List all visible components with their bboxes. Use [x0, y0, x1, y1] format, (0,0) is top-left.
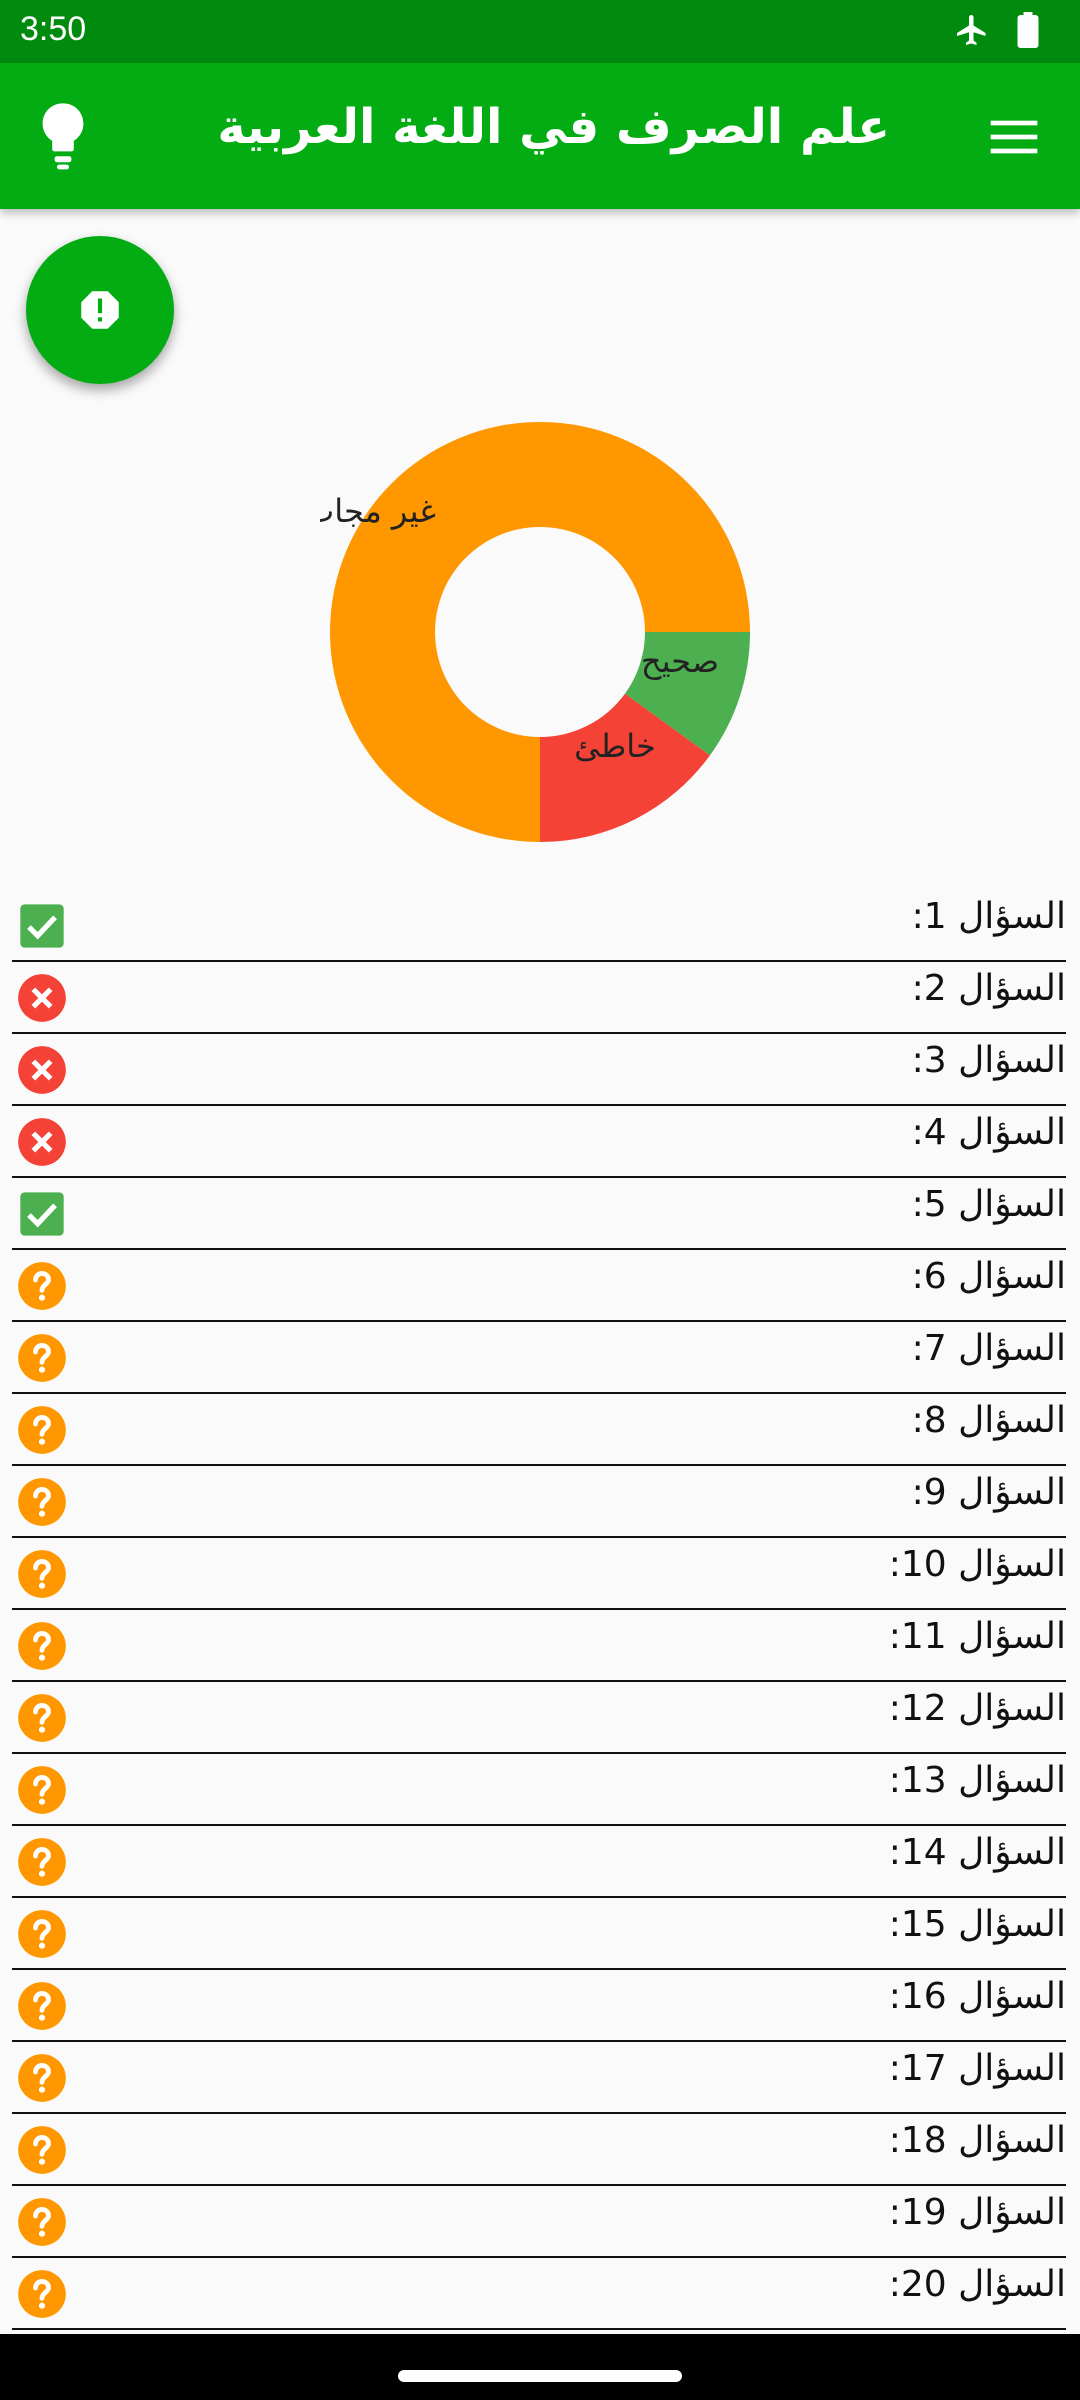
donut-slice	[540, 693, 710, 842]
question-label: السؤال 17:	[888, 2048, 1066, 2089]
question-row[interactable]: السؤال 9:	[12, 1466, 1066, 1538]
check-box-icon	[16, 1188, 68, 1240]
question-row[interactable]: السؤال 7:	[12, 1322, 1066, 1394]
question-row[interactable]: السؤال 4:	[12, 1106, 1066, 1178]
question-row[interactable]: السؤال 12:	[12, 1682, 1066, 1754]
question-row[interactable]: السؤال 3:	[12, 1034, 1066, 1106]
question-label: السؤال 10:	[888, 1544, 1066, 1585]
question-label: السؤال 2:	[911, 968, 1066, 1009]
navigation-bar	[0, 2334, 1080, 2400]
question-label: السؤال 3:	[911, 1040, 1066, 1081]
question-label: السؤال 20:	[888, 2264, 1066, 2305]
airplane-mode-icon	[957, 15, 986, 45]
home-gesture-handle[interactable]	[398, 2370, 682, 2382]
question-row[interactable]: السؤال 8:	[12, 1394, 1066, 1466]
question-row[interactable]: السؤال 2:	[12, 962, 1066, 1034]
help-icon	[16, 1476, 68, 1528]
question-row[interactable]: السؤال 16:	[12, 1970, 1066, 2042]
question-label: السؤال 15:	[888, 1904, 1066, 1945]
question-row[interactable]: السؤال 15:	[12, 1898, 1066, 1970]
donut-slice-label: غير مجاب	[320, 492, 436, 530]
status-bar: 3:50	[0, 0, 1080, 63]
question-row[interactable]: السؤال 20:	[12, 2258, 1066, 2330]
question-label: السؤال 4:	[911, 1112, 1066, 1153]
lightbulb-icon	[42, 103, 84, 170]
report-fab[interactable]	[26, 236, 174, 384]
question-row[interactable]: السؤال 6:	[12, 1250, 1066, 1322]
help-icon	[16, 1764, 68, 1816]
cancel-icon	[16, 972, 68, 1024]
menu-icon	[990, 120, 1038, 154]
status-time: 3:50	[20, 10, 87, 48]
cancel-icon	[16, 1116, 68, 1168]
question-row[interactable]: السؤال 14:	[12, 1826, 1066, 1898]
question-label: السؤال 18:	[888, 2120, 1066, 2161]
help-icon	[16, 1836, 68, 1888]
question-row[interactable]: السؤال 1:	[12, 890, 1066, 962]
help-icon	[16, 1548, 68, 1600]
help-icon	[16, 2052, 68, 2104]
help-icon	[16, 1908, 68, 1960]
donut-slice	[330, 422, 750, 842]
question-label: السؤال 8:	[911, 1400, 1066, 1441]
question-label: السؤال 19:	[888, 2192, 1066, 2233]
app-bar: علم الصرف في اللغة العربية	[0, 63, 1080, 209]
help-icon	[16, 1260, 68, 1312]
menu-button[interactable]	[986, 109, 1042, 165]
help-icon	[16, 2196, 68, 2248]
question-label: السؤال 5:	[911, 1184, 1066, 1225]
help-icon	[16, 1332, 68, 1384]
question-label: السؤال 14:	[888, 1832, 1066, 1873]
question-label: السؤال 16:	[888, 1976, 1066, 2017]
question-row[interactable]: السؤال 17:	[12, 2042, 1066, 2114]
question-row[interactable]: السؤال 11:	[12, 1610, 1066, 1682]
help-icon	[16, 2124, 68, 2176]
hint-button[interactable]	[34, 101, 92, 173]
question-row[interactable]: السؤال 5:	[12, 1178, 1066, 1250]
question-label: السؤال 6:	[911, 1256, 1066, 1297]
help-icon	[16, 1404, 68, 1456]
question-list: السؤال 1: السؤال 2: السؤال 3: السؤال 4: السؤ…	[12, 890, 1066, 2330]
question-row[interactable]: السؤال 18:	[12, 2114, 1066, 2186]
results-donut-chart: غير مجاب صحيح خاطئ	[320, 422, 750, 842]
question-label: السؤال 1:	[911, 896, 1066, 937]
question-label: السؤال 11:	[888, 1616, 1066, 1657]
help-icon	[16, 2268, 68, 2320]
app-title: علم الصرف في اللغة العربية	[217, 99, 890, 155]
help-icon	[16, 1980, 68, 2032]
check-box-icon	[16, 900, 68, 952]
battery-icon	[1017, 12, 1039, 48]
question-label: السؤال 9:	[911, 1472, 1066, 1513]
question-label: السؤال 7:	[911, 1328, 1066, 1369]
help-icon	[16, 1692, 68, 1744]
question-row[interactable]: السؤال 19:	[12, 2186, 1066, 2258]
question-row[interactable]: السؤال 10:	[12, 1538, 1066, 1610]
donut-slice-label: خاطئ	[574, 727, 656, 765]
question-label: السؤال 12:	[888, 1688, 1066, 1729]
question-label: السؤال 13:	[888, 1760, 1066, 1801]
report-icon	[81, 291, 119, 329]
donut-slice	[624, 632, 750, 756]
question-row[interactable]: السؤال 13:	[12, 1754, 1066, 1826]
help-icon	[16, 1620, 68, 1672]
donut-slice-label: صحيح	[641, 642, 719, 680]
cancel-icon	[16, 1044, 68, 1096]
